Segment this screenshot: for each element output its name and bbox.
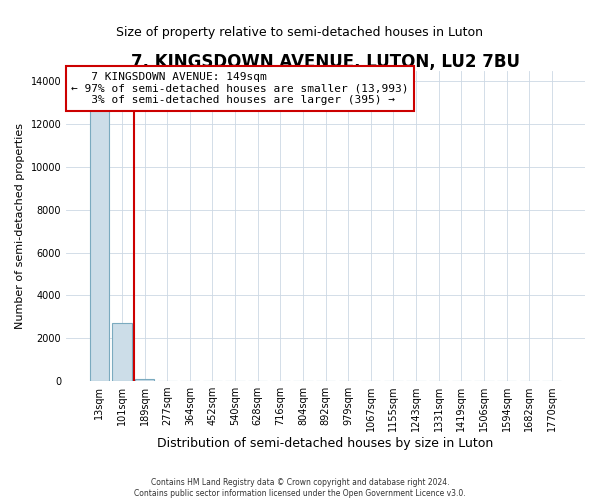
X-axis label: Distribution of semi-detached houses by size in Luton: Distribution of semi-detached houses by … xyxy=(157,437,494,450)
Title: 7, KINGSDOWN AVENUE, LUTON, LU2 7BU: 7, KINGSDOWN AVENUE, LUTON, LU2 7BU xyxy=(131,52,520,70)
Text: Size of property relative to semi-detached houses in Luton: Size of property relative to semi-detach… xyxy=(116,26,484,39)
Bar xyxy=(112,322,131,381)
Bar xyxy=(135,379,154,381)
Text: 7 KINGSDOWN AVENUE: 149sqm
← 97% of semi-detached houses are smaller (13,993)
  : 7 KINGSDOWN AVENUE: 149sqm ← 97% of semi… xyxy=(71,72,409,106)
Bar xyxy=(90,82,109,381)
Text: Contains HM Land Registry data © Crown copyright and database right 2024.
Contai: Contains HM Land Registry data © Crown c… xyxy=(134,478,466,498)
Y-axis label: Number of semi-detached properties: Number of semi-detached properties xyxy=(15,123,25,329)
